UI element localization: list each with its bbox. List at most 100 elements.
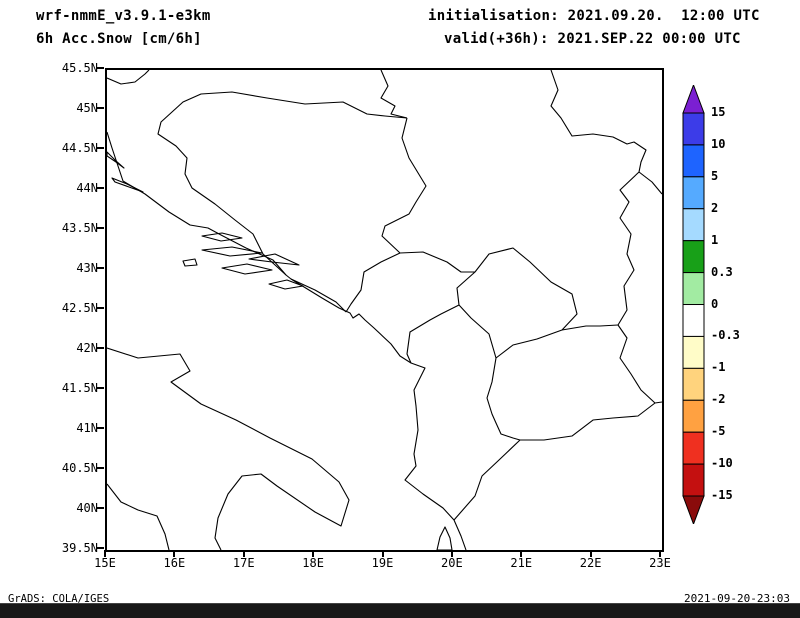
init-time-text: initialisation: 2021.09.20. 12:00 UTC bbox=[428, 8, 760, 24]
lon-tick-label: 22E bbox=[579, 556, 602, 570]
field-title: 6h Acc.Snow [cm/6h] bbox=[36, 31, 202, 47]
lat-tick-mark bbox=[97, 67, 104, 69]
lon-tick-label: 19E bbox=[371, 556, 394, 570]
lat-tick-mark bbox=[97, 467, 104, 469]
colorbar-level-label: -15 bbox=[711, 488, 733, 503]
lat-tick-label: 45.5N bbox=[61, 61, 98, 75]
colorbar-segment bbox=[682, 272, 705, 306]
lon-tick-mark bbox=[312, 550, 315, 557]
island-corfu bbox=[436, 526, 453, 550]
border-macedonia-greece bbox=[520, 401, 662, 441]
lon-tick-label: 16E bbox=[163, 556, 186, 570]
border-albania-macedonia bbox=[486, 357, 521, 441]
lat-tick-mark bbox=[97, 347, 104, 349]
colorbar-arrow-bottom bbox=[682, 495, 705, 526]
lat-tick-label: 41N bbox=[76, 421, 98, 435]
lon-tick-mark bbox=[589, 550, 592, 557]
lon-tick-label: 18E bbox=[302, 556, 324, 570]
island-brac bbox=[201, 232, 243, 242]
border-serbia-macedonia bbox=[561, 324, 619, 331]
colorbar-level-label: 0.3 bbox=[711, 264, 733, 279]
border-bosnia-montenegro bbox=[345, 252, 401, 313]
colorbar-segment bbox=[682, 112, 705, 146]
border-romania-bulgaria bbox=[638, 171, 662, 195]
lat-tick-label: 39.5N bbox=[61, 541, 98, 555]
lat-tick-mark bbox=[97, 107, 104, 109]
creation-timestamp: 2021-09-20-23:03 bbox=[684, 592, 790, 605]
island-vis bbox=[182, 258, 198, 267]
map-outlines-svg bbox=[107, 70, 662, 550]
lon-tick-mark bbox=[104, 550, 106, 557]
lat-tick-label: 44N bbox=[76, 181, 98, 195]
map-plot-area bbox=[105, 68, 664, 552]
border-kosovo bbox=[456, 247, 578, 359]
lat-tick-label: 42N bbox=[76, 341, 98, 355]
colorbar-segment bbox=[682, 367, 705, 401]
colorbar-segment bbox=[682, 176, 705, 210]
island-dugi-otok bbox=[111, 177, 144, 193]
coast-italy-adriatic bbox=[107, 347, 350, 550]
valid-time-text: valid(+36h): 2021.SEP.22 00:00 UTC bbox=[444, 31, 741, 47]
lat-tick-mark bbox=[97, 307, 104, 309]
colorbar-level-label: 5 bbox=[711, 168, 719, 183]
border-serbia-bulgaria bbox=[617, 171, 640, 326]
colorbar-level-label: -0.3 bbox=[711, 328, 740, 343]
lon-tick-mark bbox=[450, 550, 453, 557]
coast-east-adriatic bbox=[107, 131, 467, 550]
border-croatia-serbia bbox=[380, 70, 408, 119]
lat-tick-label: 45N bbox=[76, 101, 98, 115]
border-bosnia-serbia bbox=[381, 117, 427, 254]
island-mljet bbox=[268, 279, 304, 290]
lon-tick-mark bbox=[173, 550, 176, 557]
border-slovenia-croatia bbox=[107, 70, 150, 85]
colorbar-level-label: -1 bbox=[711, 360, 726, 375]
colorbar-scale-svg bbox=[682, 83, 705, 526]
lon-tick-label: 17E bbox=[232, 556, 255, 570]
lon-tick-label: 21E bbox=[510, 556, 533, 570]
island-hvar bbox=[201, 246, 263, 257]
lat-tick-label: 40.5N bbox=[61, 461, 98, 475]
lat-tick-label: 43N bbox=[76, 261, 98, 275]
bottom-window-bar bbox=[0, 603, 800, 618]
coast-italy-tyrrhenian bbox=[107, 483, 170, 550]
border-montenegro-albania bbox=[406, 304, 460, 364]
colorbar bbox=[682, 83, 705, 528]
colorbar-segment bbox=[682, 431, 705, 465]
grads-credit: GrADS: COLA/IGES bbox=[8, 593, 110, 605]
lat-tick-label: 43.5N bbox=[61, 221, 98, 235]
border-albania-greece bbox=[453, 439, 521, 521]
colorbar-segment bbox=[682, 399, 705, 433]
lat-tick-label: 42.5N bbox=[61, 301, 98, 315]
lon-tick-label: 15E bbox=[94, 556, 116, 570]
colorbar-segment bbox=[682, 304, 705, 337]
border-serbia-romania bbox=[550, 70, 647, 173]
lat-tick-mark bbox=[97, 227, 104, 229]
island-korcula bbox=[221, 263, 273, 275]
colorbar-level-label: -2 bbox=[711, 392, 726, 407]
colorbar-segment bbox=[682, 240, 705, 274]
border-macedonia-bulgaria bbox=[617, 324, 656, 404]
colorbar-segment bbox=[682, 335, 705, 369]
lat-tick-mark bbox=[97, 427, 104, 429]
lon-tick-mark bbox=[520, 550, 523, 557]
model-title: wrf-nmmE_v3.9.1-e3km bbox=[36, 8, 211, 24]
lat-tick-label: 41.5N bbox=[61, 381, 98, 395]
colorbar-level-label: 2 bbox=[711, 200, 719, 215]
lat-tick-label: 44.5N bbox=[61, 141, 98, 155]
lat-tick-mark bbox=[97, 187, 104, 189]
colorbar-segment bbox=[682, 463, 705, 497]
lat-tick-label: 40N bbox=[76, 501, 98, 515]
lon-tick-mark bbox=[381, 550, 384, 557]
lat-tick-mark bbox=[97, 147, 104, 149]
island-pag bbox=[107, 151, 125, 169]
colorbar-level-label: -10 bbox=[711, 456, 733, 471]
lat-tick-mark bbox=[97, 547, 104, 549]
lon-tick-mark bbox=[659, 550, 661, 557]
colorbar-arrow-top bbox=[682, 83, 705, 114]
colorbar-level-label: 1 bbox=[711, 232, 719, 247]
lon-tick-label: 23E bbox=[649, 556, 671, 570]
lon-tick-label: 20E bbox=[441, 556, 463, 570]
border-montenegro-serbia bbox=[399, 251, 475, 273]
colorbar-segment bbox=[682, 144, 705, 178]
lat-tick-mark bbox=[97, 387, 104, 389]
